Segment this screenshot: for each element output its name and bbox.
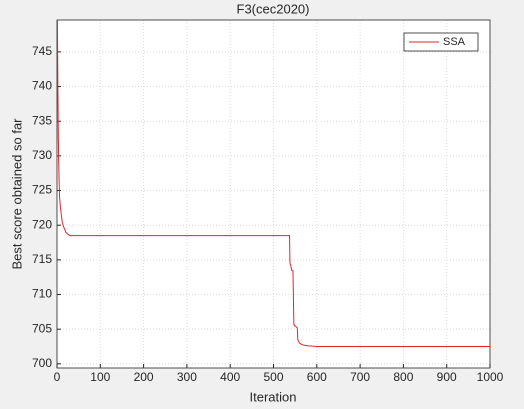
legend-label: SSA xyxy=(443,36,466,48)
series-line xyxy=(57,20,490,348)
y-tick-label: 735 xyxy=(32,113,52,127)
y-tick-label: 715 xyxy=(32,252,52,266)
x-tick-label: 700 xyxy=(350,370,370,384)
legend-box xyxy=(403,32,479,52)
x-tick-label: 100 xyxy=(90,370,110,384)
y-tick-label: 700 xyxy=(32,356,52,370)
x-tick-label: 0 xyxy=(54,370,61,384)
x-tick-label: 800 xyxy=(393,370,413,384)
y-tick-label: 745 xyxy=(32,44,52,58)
x-tick-label: 1000 xyxy=(477,370,504,384)
y-axis-label: Best score obtained so far xyxy=(9,118,24,270)
y-tick-label: 705 xyxy=(32,321,52,335)
y-tick-label: 740 xyxy=(32,79,52,93)
y-tick-label: 720 xyxy=(32,217,52,231)
x-tick-label: 600 xyxy=(307,370,327,384)
chart-title: F3(cec2020) xyxy=(237,1,310,16)
x-tick-label: 500 xyxy=(263,370,283,384)
x-axis-label: Iteration xyxy=(250,389,297,404)
x-tick-label: 300 xyxy=(177,370,197,384)
y-tick-label: 725 xyxy=(32,183,52,197)
x-tick-label: 400 xyxy=(220,370,240,384)
axes-box xyxy=(56,19,491,369)
x-tick-label: 900 xyxy=(437,370,457,384)
y-tick-label: 710 xyxy=(32,287,52,301)
y-tick-label: 730 xyxy=(32,148,52,162)
x-tick-label: 200 xyxy=(134,370,154,384)
